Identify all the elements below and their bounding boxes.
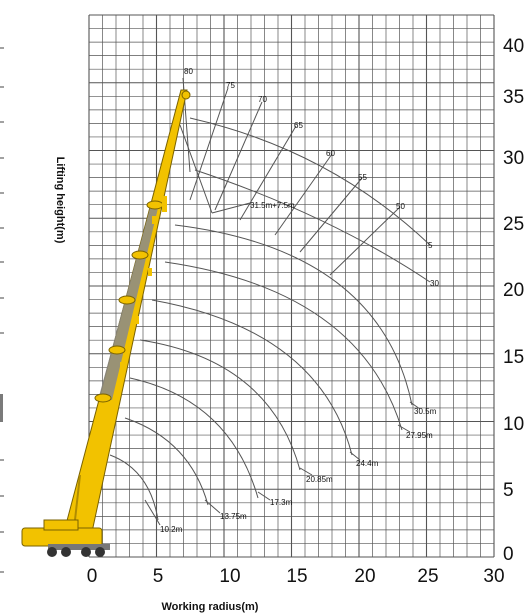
x-tick-label: 5: [153, 566, 164, 587]
curve-30-5m: [174, 224, 413, 406]
angle-5: 5: [428, 241, 433, 250]
angle-30: 30: [430, 279, 439, 288]
boom-label-17-3m: 17.3m: [270, 498, 293, 507]
boom-label-24-4m: 24.4m: [356, 459, 379, 468]
x-tick-label: 10: [219, 566, 240, 587]
boom-label-30-5m: 30.5m: [414, 407, 437, 416]
curve-jib-lower: [194, 169, 431, 283]
x-tick-label: 15: [286, 566, 307, 587]
y-tick-label: 25: [503, 214, 524, 235]
grid: [88, 14, 495, 558]
y-tick-label: 35: [503, 87, 524, 108]
y-tick-label: 5: [503, 480, 514, 501]
y-tick-label: 40: [503, 36, 524, 57]
curve-17-3m: [129, 377, 259, 499]
x-tick-label: 25: [417, 566, 438, 587]
crane-illustration: [21, 89, 191, 557]
angle-65: 65: [294, 121, 303, 130]
x-tick-label: 0: [87, 566, 98, 587]
boom-leaders: [144, 401, 421, 526]
x-axis-title: Working radius(m): [162, 601, 259, 613]
y-tick-label: 15: [503, 347, 524, 368]
angle-leaders: [179, 77, 401, 276]
angle-70: 70: [258, 95, 267, 104]
angle-60: 60: [326, 149, 335, 158]
angle-labels: 80 75 70 65 60 55 50 5 30: [184, 67, 439, 288]
y-axis-title: Lifting height(m): [54, 157, 66, 244]
x-tick-label: 30: [483, 566, 504, 587]
jib-label: 31.5m+7.5m: [250, 201, 295, 210]
angle-50: 50: [396, 202, 405, 211]
crane-carrier: [21, 527, 103, 547]
boom-label-27-95m: 27.95m: [406, 431, 433, 440]
x-axis-ticks: 0 5 10 15 20 25 30: [87, 566, 505, 587]
boom-label-20-85m: 20.85m: [306, 475, 333, 484]
angle-80: 80: [184, 67, 193, 76]
edge-ticks: [0, 47, 4, 573]
curve-20-85m: [139, 339, 301, 471]
y-axis-ticks: 0 5 10 15 20 25 30 35 40: [503, 36, 524, 565]
y-tick-label: 0: [503, 544, 514, 565]
y-tick-label: 30: [503, 148, 524, 169]
curve-27-95m: [164, 261, 403, 431]
curve-10-2m: [109, 454, 159, 521]
angle-55: 55: [358, 173, 367, 182]
boom-length-labels: 10.2m 13.75m 17.3m 20.85m 24.4m 27.95m 3…: [160, 407, 437, 534]
curve-jib-upper: [189, 117, 431, 246]
boom-label-13-75m: 13.75m: [220, 512, 247, 521]
boom-curves: [109, 117, 431, 521]
x-tick-label: 20: [354, 566, 375, 587]
boom-label-10-2m: 10.2m: [160, 525, 183, 534]
curve-13-75m: [124, 417, 209, 506]
curve-24-4m: [151, 299, 353, 456]
angle-75: 75: [226, 81, 235, 90]
edge-marker: [0, 394, 3, 422]
y-tick-label: 20: [503, 280, 524, 301]
y-tick-label: 10: [503, 414, 524, 435]
